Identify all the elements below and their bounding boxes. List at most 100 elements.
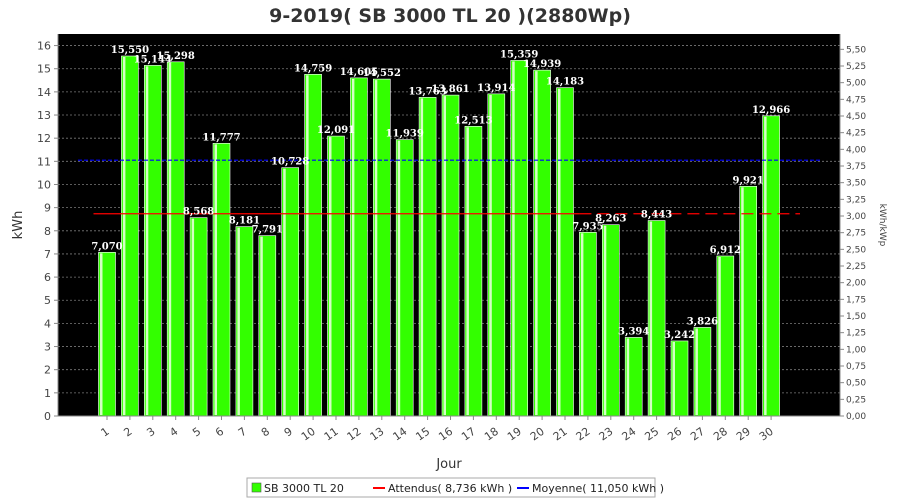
bar-18 (487, 93, 506, 417)
x-tick-label-13: 13 (368, 425, 387, 444)
data-label-2: 15,550 (111, 45, 149, 56)
y-right-tick-label-2: 0,50 (846, 379, 866, 389)
x-tick-label-3: 3 (144, 425, 157, 440)
y-tick-label-13: 13 (37, 109, 51, 122)
legend: SB 3000 TL 20 Attendus( 8,736 kWh ) Moyenn… (246, 477, 664, 498)
y-right-tick-label-13: 3,25 (846, 195, 866, 205)
bar-highlight-6 (214, 144, 217, 415)
y-right-tick-label-9: 2,25 (846, 262, 866, 272)
bar-1 (98, 252, 116, 417)
data-label-23: 8,263 (595, 214, 626, 225)
bar-highlight-13 (374, 80, 378, 415)
x-tick-label-28: 28 (711, 425, 730, 444)
bar-14 (395, 139, 414, 417)
data-label-13: 14,552 (363, 68, 401, 79)
legend-label-average: Moyenne( 11,050 kWh ) (532, 482, 664, 495)
y-right-tick-label-7: 1,75 (846, 295, 866, 305)
x-tick-label-26: 26 (665, 425, 684, 444)
data-label-19: 15,359 (500, 49, 538, 60)
bar-15 (418, 97, 437, 417)
data-label-18: 13,914 (477, 83, 515, 94)
bar-17 (464, 126, 483, 417)
x-tick-label-22: 22 (574, 425, 593, 444)
legend-label-expected: Attendus( 8,736 kWh ) (388, 482, 512, 495)
y-tick-label-10: 10 (37, 178, 51, 191)
data-label-26: 3,242 (664, 330, 695, 341)
data-label-27: 3,826 (687, 316, 718, 327)
x-tick-label-25: 25 (642, 425, 661, 444)
bar-highlight-30 (764, 116, 767, 416)
y-tick-label-7: 7 (44, 248, 51, 261)
x-tick-label-24: 24 (619, 425, 638, 444)
x-tick-label-2: 2 (121, 425, 134, 440)
y-tick-label-14: 14 (37, 86, 51, 99)
x-tick-label-5: 5 (190, 425, 203, 440)
x-tick-label-27: 27 (688, 425, 707, 444)
x-axis: 1 2 3 4 5 6 7 8 9 10 11 12 13 14 15 16 17 18 19 20 21 22 23 24 2… (58, 415, 840, 444)
y-right-tick-label-18: 4,50 (846, 112, 866, 122)
data-label-10: 14,759 (294, 63, 332, 74)
y-tick-label-0: 0 (44, 410, 51, 423)
y-tick-label-16: 16 (37, 40, 51, 53)
x-tick-label-7: 7 (236, 425, 249, 440)
bar-3 (144, 65, 162, 417)
bar-25 (647, 220, 666, 417)
bar-highlight-28 (718, 256, 721, 415)
data-label-29: 9,921 (733, 175, 764, 186)
bar-11 (327, 135, 345, 417)
bar-5 (189, 217, 208, 417)
bar-highlight-26 (672, 341, 675, 415)
data-label-14: 11,939 (386, 129, 424, 140)
bar-9 (281, 167, 300, 417)
x-tick-label-16: 16 (436, 425, 455, 444)
bar-highlight-10 (306, 75, 309, 415)
bar-highlight-8 (260, 236, 263, 415)
bar-highlight-1 (100, 253, 103, 415)
legend-box (246, 477, 656, 498)
x-tick-label-21: 21 (551, 425, 570, 444)
bar-highlight-4 (168, 62, 172, 415)
y-tick-label-6: 6 (44, 271, 51, 284)
bar-2 (121, 55, 139, 417)
bar-30 (762, 115, 780, 417)
bar-highlight-22 (580, 233, 584, 415)
x-tick-label-9: 9 (282, 425, 295, 440)
data-label-1: 7,070 (91, 241, 122, 252)
bar-highlight-11 (329, 137, 332, 416)
y-tick-label-5: 5 (44, 294, 51, 307)
legend-label-series: SB 3000 TL 20 (264, 482, 344, 495)
bar-highlight-17 (466, 127, 469, 416)
y-tick-label-1: 1 (44, 387, 51, 400)
x-tick-label-20: 20 (528, 425, 547, 444)
y-tick-label-8: 8 (44, 225, 51, 238)
bar-7 (235, 226, 254, 417)
y-right-tick-label-0: 0,00 (846, 412, 866, 422)
data-label-11: 12,091 (317, 125, 355, 136)
y-right-tick-label-14: 3,50 (846, 179, 866, 189)
bar-28 (716, 255, 735, 417)
bar-highlight-20 (535, 71, 538, 415)
y-right-tick-label-22: 5,50 (846, 45, 866, 55)
data-label-5: 8,568 (183, 207, 214, 218)
bar-highlight-15 (420, 98, 424, 416)
data-label-21: 14,183 (546, 77, 584, 88)
data-label-30: 12,966 (752, 105, 790, 116)
x-tick-label-30: 30 (757, 425, 776, 444)
x-tick-label-18: 18 (482, 425, 501, 444)
y-tick-label-9: 9 (44, 202, 51, 215)
bar-highlight-29 (741, 187, 744, 415)
y-axis-right-title: kWh/kWp (877, 204, 887, 247)
bar-6 (212, 143, 231, 417)
bar-highlight-3 (145, 66, 149, 415)
bar-23 (601, 224, 620, 417)
y-tick-label-3: 3 (44, 341, 51, 354)
data-label-8: 7,791 (252, 225, 283, 236)
bars (98, 55, 780, 417)
bar-highlight-12 (351, 78, 355, 415)
data-label-24: 3,394 (618, 326, 649, 337)
y-right-tick-label-19: 4,75 (846, 95, 866, 105)
bar-21 (556, 87, 574, 417)
x-tick-label-15: 15 (413, 425, 432, 444)
y-right-tick-label-1: 0,25 (846, 395, 866, 405)
